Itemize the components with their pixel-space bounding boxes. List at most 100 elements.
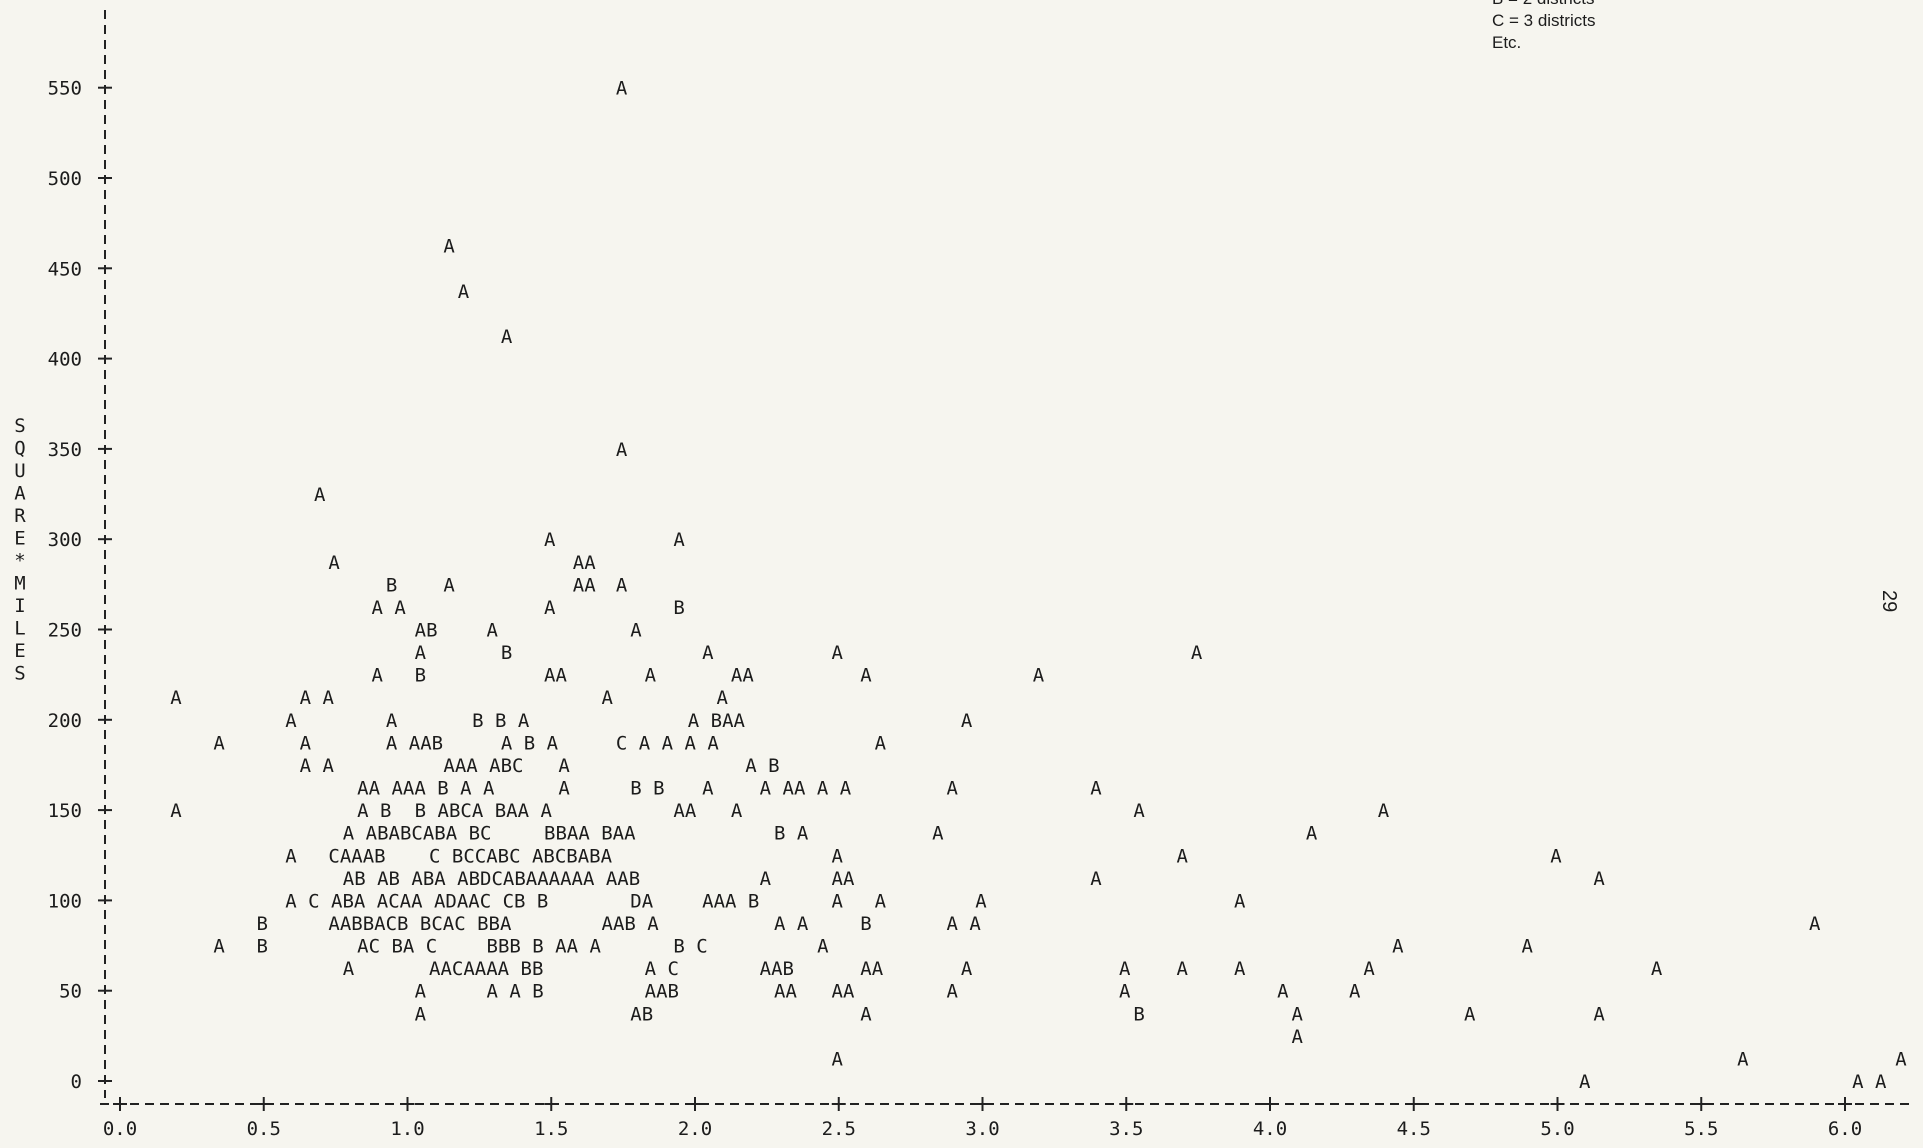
data-mark: AA [573,552,596,574]
data-mark: C BCCABC ABCBABA [429,845,613,867]
data-mark: A [544,597,556,619]
y-tick-label: 100 [48,890,82,912]
data-mark: A [760,868,772,890]
x-tick-label: 3.0 [965,1118,999,1140]
data-mark: A [314,484,326,506]
data-mark: A [213,936,225,958]
data-mark: A [1292,1003,1304,1025]
data-mark: A [1119,981,1131,1003]
x-tick-label: 0.0 [103,1118,137,1140]
data-mark: AABBACB BCAC BBA [328,913,512,935]
data-mark: A [731,800,743,822]
data-mark: A [443,236,455,258]
data-mark: AAA ABC [443,755,523,777]
data-mark: A [875,890,887,912]
y-tick-label: 50 [59,981,82,1003]
data-mark: B [501,642,512,664]
y-axis-label-char: S [14,663,25,685]
legend: B = 2 districts C = 3 districts Etc. [1492,0,1595,54]
data-mark: A [1737,1048,1749,1070]
data-mark: A [832,642,844,664]
data-mark: A [1651,958,1663,980]
data-mark: A [947,778,959,800]
y-axis-label-char: M [14,573,25,595]
data-mark: A [458,281,470,303]
data-mark: AA [731,665,754,687]
data-mark: A [1378,800,1390,822]
data-mark: A [1464,1003,1476,1025]
data-mark: A [300,732,312,754]
legend-line-c: C = 3 districts [1492,11,1596,30]
data-mark: A [1306,823,1318,845]
data-mark: A [932,823,944,845]
data-mark: A [1593,1003,1605,1025]
data-mark: A [558,778,570,800]
data-mark: A [1593,868,1605,890]
data-mark: B A [774,823,809,845]
data-mark: B [415,665,426,687]
x-tick-label: 2.5 [822,1118,856,1140]
data-mark: A A [300,755,335,777]
data-mark: A C [645,958,679,980]
y-axis-label-char: I [14,595,25,617]
y-axis-label-char: U [14,460,25,482]
y-axis-label-char: E [14,528,25,550]
data-mark: CAAAB [328,845,385,867]
data-mark: A [1090,868,1102,890]
data-mark: B C [673,936,707,958]
data-mark: A [328,552,340,574]
x-tick-label: 1.0 [390,1118,424,1140]
data-mark: A B A [501,732,559,754]
y-tick-label: 350 [48,439,82,461]
data-mark: A [702,642,714,664]
data-mark: AA [832,868,855,890]
data-mark: B [673,597,684,619]
data-mark: BBB B AA A [487,936,602,958]
data-mark: A [1177,845,1189,867]
data-mark: AA [673,800,696,822]
x-tick-label: 6.0 [1828,1118,1862,1140]
data-mark: A [1809,913,1821,935]
x-tick-label: 4.5 [1397,1118,1431,1140]
data-mark: A [415,981,427,1003]
data-mark: AA [573,574,596,596]
data-mark: A [343,958,355,980]
data-mark: A [501,326,513,348]
data-mark: B ABCA BAA A [415,800,553,822]
data-mark: B [860,913,871,935]
y-tick-label: 0 [71,1071,82,1093]
data-mark: A A [947,913,982,935]
data-mark: A [170,800,182,822]
data-mark: AA [774,981,797,1003]
data-mark: A A [1852,1071,1887,1093]
data-mark: B B A [472,710,530,732]
data-mark: AAB A [602,913,660,935]
data-mark: A [702,778,714,800]
data-mark: A [817,936,829,958]
x-tick-label: 1.5 [534,1118,568,1140]
data-mark: AA [544,665,567,687]
data-mark: DA [630,890,653,912]
data-mark: A [860,1003,872,1025]
data-mark: A [558,755,570,777]
data-mark: AACAAAA BB [429,958,543,980]
data-mark: A [213,732,225,754]
legend-line-etc: Etc. [1492,33,1522,52]
data-mark: BBAA BAA [544,823,636,845]
data-mark: A C ABA ACAA ADAAC CB B [285,890,548,912]
data-mark: A B [357,800,391,822]
y-axis-label-char: A [14,483,26,505]
data-mark: A [1133,800,1145,822]
data-mark: A A [300,687,335,709]
data-mark: AA [832,981,855,1003]
data-mark: AAB [645,981,679,1003]
data-mark: A [630,620,642,642]
data-mark: A [645,665,657,687]
x-tick-label: 4.0 [1253,1118,1287,1140]
data-mark: A A B [487,981,544,1003]
data-mark: A [1277,981,1289,1003]
data-mark: A [832,1048,844,1070]
y-axis-label-char: * [14,550,25,572]
